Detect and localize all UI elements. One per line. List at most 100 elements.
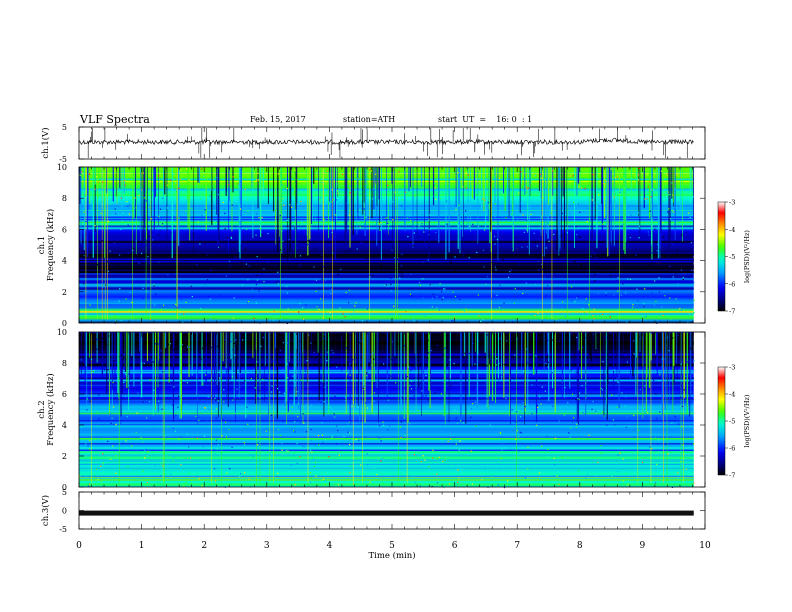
ch2-spectrogram-speckle — [93, 334, 95, 336]
ch2-spectrogram-speckle — [91, 457, 93, 459]
ch1-spectrogram-speckle — [551, 277, 554, 280]
ch1-spectrogram-speckle — [133, 247, 135, 250]
ch1-spectrogram-speckle — [448, 175, 450, 177]
ch1-spectrogram-band — [79, 315, 694, 318]
ch2-spectrogram-speckle — [122, 441, 124, 443]
ch1-spectrogram-speckle — [86, 195, 88, 197]
ch2-spectrogram-speckle — [472, 342, 474, 344]
ch2-spectrogram-speckle — [522, 402, 524, 404]
ch1-spectrogram-speckle — [576, 297, 578, 299]
ch1-spectrogram-speckle — [656, 250, 658, 252]
ch2-spectrogram-speckle — [633, 340, 635, 342]
ch2-spectrogram-speckle — [355, 438, 357, 441]
ch2-spectrogram-speckle — [638, 335, 640, 338]
ch1-spectrogram-speckle — [590, 255, 592, 257]
ch2-spectrogram-speckle — [506, 480, 509, 482]
ch1-spectrogram-speckle — [436, 296, 438, 298]
ch1-spectrogram-speckle — [453, 253, 455, 255]
ch2-spectrogram-speckle — [506, 395, 508, 397]
ch2-spectrogram-speckle — [142, 448, 144, 450]
ch2-spectrogram-speckle — [482, 478, 484, 480]
ch2-spectrogram-speckle — [81, 353, 84, 355]
ch1-spectrogram-speckle — [566, 232, 569, 234]
ch2-spectrogram-speckle — [575, 426, 577, 429]
ch1-spectrogram-speckle — [602, 223, 604, 225]
ch2-spectrogram-speckle — [675, 414, 678, 416]
ch2-spectrogram-speckle — [620, 483, 622, 485]
ch2-spectrogram-band — [79, 461, 694, 463]
ch1-spectrogram-speckle — [261, 273, 263, 275]
ch1-spectrogram-speckle — [247, 301, 249, 304]
ch2-spectrogram-speckle — [684, 402, 686, 404]
ch2-spectrogram-speckle — [600, 363, 602, 365]
ch2-spectrogram-speckle — [217, 400, 219, 402]
ch2-spectrogram-speckle — [85, 443, 87, 445]
ch2-spectrogram-speckle — [605, 336, 607, 339]
ch2-spectrogram-speckle — [100, 465, 102, 467]
ch2-spectrogram-speckle — [616, 377, 618, 379]
ch1-spectrogram-speckle — [472, 223, 474, 225]
ch1-spectrogram-speckle — [654, 228, 656, 230]
ch1-spectrogram-speckle — [180, 169, 182, 171]
ch1-spectrogram-speckle — [664, 295, 666, 297]
ch2-spectrogram-speckle — [594, 400, 596, 403]
ch2-spectrogram-speckle — [427, 339, 429, 342]
ch1-spectrogram-speckle — [349, 185, 351, 187]
ch1-waveform-panel: 5-5ch.1(V) — [40, 123, 706, 164]
ch2-spectrogram-speckle — [357, 357, 359, 359]
ch1-spectrogram-speckle — [651, 292, 653, 294]
ch2-spectrogram-speckle — [270, 414, 273, 416]
ch2-spectrogram-speckle — [165, 454, 168, 457]
ch2-spectrogram-speckle — [431, 397, 433, 399]
ch2-spectrogram-speckle — [321, 434, 324, 436]
ch1-spectrogram-speckle — [341, 173, 344, 176]
ch2-spectrogram-speckle — [281, 442, 283, 444]
ch2-spectrogram-speckle — [106, 467, 108, 469]
ch1-spectrogram-speckle — [527, 214, 529, 216]
ch1-spectrogram-speckle — [259, 227, 261, 230]
ch2-spectrogram-speckle — [501, 442, 503, 444]
ch1-spectrogram-speckle — [647, 186, 649, 188]
ch1-spectrogram-speckle — [518, 192, 520, 194]
ch1-spectrogram-speckle — [210, 269, 212, 272]
ch2-spectrogram-speckle — [474, 465, 476, 467]
ch2-spectrogram-speckle — [659, 374, 661, 376]
ch1-spectrogram-speckle — [446, 200, 448, 202]
ch2-spectrogram-speckle — [595, 410, 597, 412]
ch1-spectrogram-speckle — [340, 268, 342, 270]
x-tick-label: 0 — [76, 541, 82, 551]
ch2-spectrogram-speckle — [104, 370, 106, 372]
ch1-spectrogram-speckle — [149, 319, 152, 321]
ch1-spectrogram-speckle — [666, 174, 669, 176]
ch2-spectrogram-speckle — [131, 439, 134, 441]
ch2-spectrogram-speckle — [217, 444, 219, 446]
ch1-spectrogram-speckle — [604, 200, 606, 202]
ch1-spectrogram-speckle — [98, 196, 100, 198]
ch2-spectrogram-speckle — [365, 472, 367, 474]
ch2-spectrogram-speckle — [324, 479, 327, 482]
ch2-spectrogram-speckle — [113, 423, 115, 425]
ch2-spectrogram-speckle — [660, 365, 662, 368]
ch1-spectrogram-speckle — [538, 194, 541, 196]
ch1-spectrogram-speckle — [348, 289, 350, 291]
ch2-spectrogram-speckle — [161, 408, 163, 410]
ch1-spectrogram-speckle — [651, 189, 653, 191]
ch2-spectrogram-speckle — [258, 389, 260, 392]
ch1-waveform-line — [78, 137, 694, 146]
ch1-spectrogram-speckle — [609, 316, 611, 318]
ch2-spectrogram-speckle — [482, 423, 484, 425]
ch2-spectrogram-speckle — [557, 347, 559, 349]
ch2-spectrogram-speckle — [693, 360, 695, 362]
ch2-spectrogram-speckle — [683, 389, 685, 391]
ch1-spectrogram-speckle — [483, 266, 485, 268]
ch1-spectrogram-speckle — [246, 199, 249, 201]
ch1-spectrogram-speckle — [467, 174, 469, 176]
ch1-spectrogram-speckle — [540, 177, 542, 179]
ch2-spectrogram-speckle — [128, 373, 130, 375]
ch1-spectrogram-speckle — [308, 183, 310, 185]
ch2-spectrogram-speckle — [554, 437, 557, 439]
ch1-spectrogram-speckle — [654, 280, 656, 282]
ch1-spectrogram-speckle — [134, 258, 137, 260]
ch1-spectrogram-speckle — [288, 239, 290, 241]
ch2-spectrogram-speckle — [462, 422, 465, 424]
